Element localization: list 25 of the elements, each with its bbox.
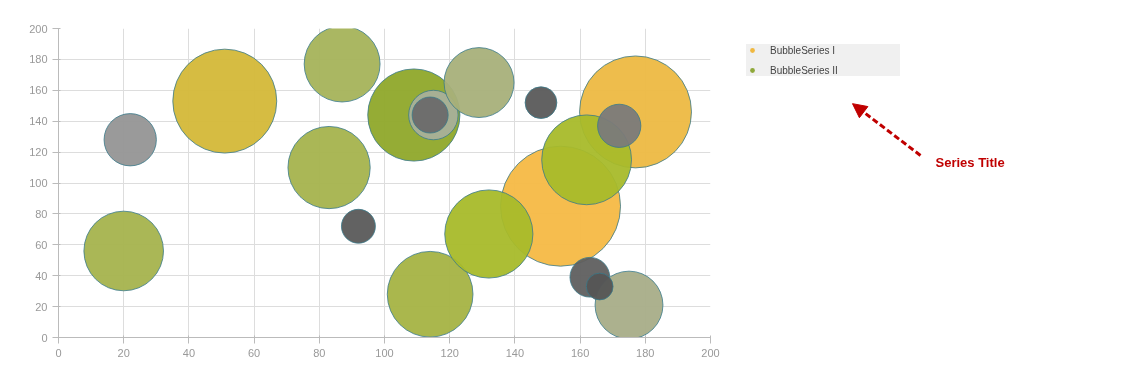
x-tick-label: 100 (375, 346, 394, 359)
x-tick-label: 120 (440, 346, 459, 359)
y-tick-label: 20 (35, 300, 48, 313)
y-tick-label: 200 (29, 22, 48, 35)
y-tick-label: 120 (29, 146, 48, 159)
x-tick-label: 160 (570, 346, 590, 359)
x-tick-label: 20 (117, 346, 130, 359)
y-tick-label: 0 (41, 331, 48, 344)
text: BubbleSeries II (770, 64, 839, 76)
text: Series Title (935, 154, 1005, 170)
x-tick-label: 0 (55, 346, 62, 359)
text: BubbleSeries I (770, 44, 837, 56)
x-tick-label: 180 (636, 346, 655, 359)
y-tick-label: 100 (29, 177, 48, 189)
y-tick-label: 80 (35, 207, 48, 220)
x-tick-label: 40 (182, 346, 196, 359)
y-tick-label: 180 (29, 53, 48, 66)
x-tick-label: 80 (313, 346, 326, 359)
y-tick-label: 40 (35, 269, 48, 282)
y-tick-label: 160 (29, 84, 48, 97)
x-tick-label: 200 (701, 346, 720, 359)
x-tick-label: 60 (247, 346, 261, 359)
y-tick-label: 60 (35, 238, 48, 251)
y-tick-label: 140 (29, 115, 48, 128)
x-tick-label: 140 (505, 346, 525, 359)
